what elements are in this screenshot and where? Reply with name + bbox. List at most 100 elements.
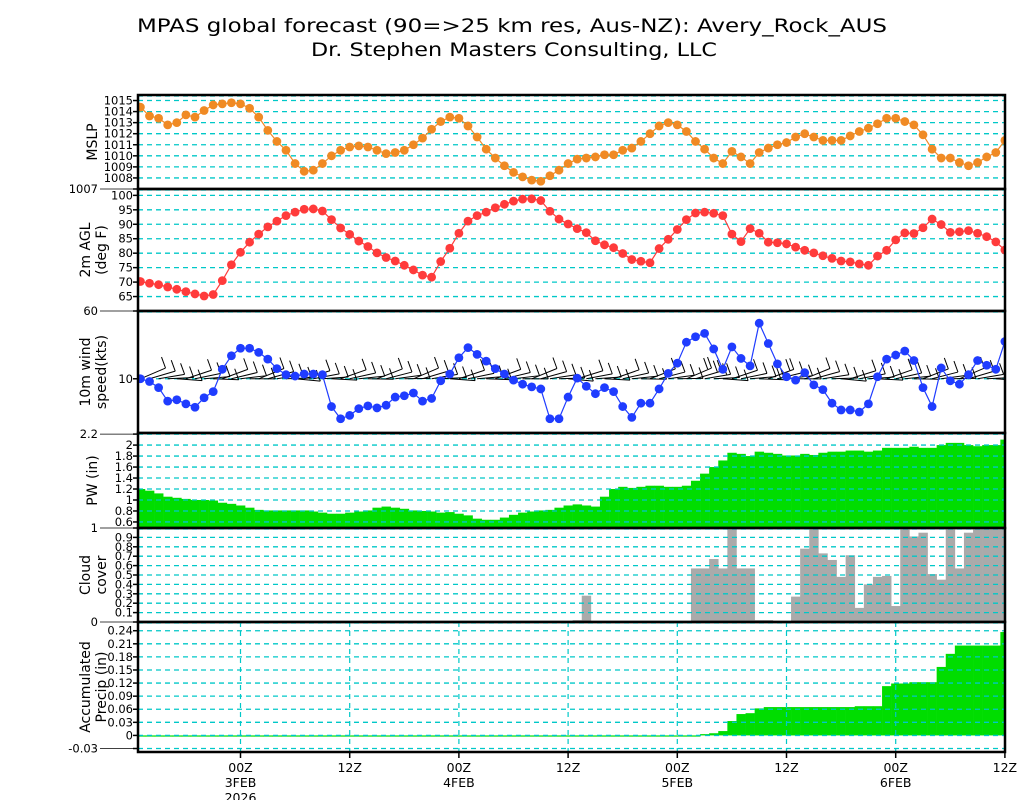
- wind-point: [745, 361, 755, 371]
- temperature-point: [245, 237, 255, 247]
- wind-barb: [768, 358, 795, 380]
- cloud-cover-bar: [882, 575, 892, 622]
- wind-barb-feather: [161, 356, 166, 369]
- mslp-point: [427, 124, 436, 134]
- wind-barb-staff: [340, 369, 367, 380]
- wind-barb-feather: [926, 364, 932, 377]
- precipitable-water-bar: [636, 486, 646, 528]
- mslp-point: [199, 106, 209, 115]
- temperature-point: [217, 276, 227, 286]
- temperature-point: [145, 278, 154, 288]
- wind-barb-feather: [762, 362, 768, 374]
- wind-plot-area: [138, 311, 1005, 424]
- precipitable-water-bar: [245, 507, 255, 528]
- wind-barb-feather: [380, 364, 386, 377]
- temperature-point: [627, 255, 637, 264]
- wind-barb: [995, 378, 1005, 380]
- wind-barb: [340, 358, 367, 380]
- wind-point: [254, 347, 264, 357]
- x-tick-label: 6FEB: [880, 775, 912, 790]
- mslp-y-tick-label: 1009: [104, 160, 133, 174]
- wind-barb-feather: [289, 360, 295, 372]
- precipitable-water-bar: [263, 510, 273, 528]
- wind-barb-staff: [722, 378, 749, 382]
- wind-point: [427, 394, 436, 403]
- mslp-point: [272, 137, 282, 146]
- wind-barb: [722, 369, 749, 382]
- wind-point: [227, 351, 236, 361]
- wind-point: [263, 354, 273, 364]
- wind-barb: [977, 363, 1005, 380]
- wind-barb: [222, 358, 249, 380]
- precipitable-water-bar: [208, 500, 219, 528]
- wind-point: [672, 358, 682, 368]
- wind-barb-feather: [880, 362, 886, 375]
- mslp-point: [318, 159, 327, 168]
- wind-y-tick-label: 10: [118, 372, 133, 386]
- wind-barb-feather: [462, 366, 468, 378]
- wind-barb-staff: [295, 378, 321, 382]
- temperature-point: [445, 243, 455, 253]
- mslp-point: [481, 144, 491, 154]
- temperature-point: [836, 256, 846, 266]
- accumulated-precip-axis-title: Precip (in): [94, 652, 110, 723]
- wind-barb-feather: [607, 362, 613, 375]
- accumulated-precip-bar: [563, 735, 573, 737]
- temperature-point: [591, 236, 600, 246]
- precipitable-water-bar: [481, 519, 492, 528]
- accumulated-precip-bar: [427, 735, 437, 737]
- wind-barb-feather: [917, 361, 923, 374]
- mslp-point: [945, 153, 955, 163]
- accumulated-precip-y-tick-label: 0.24: [107, 624, 133, 638]
- wind-barb-staff: [213, 378, 239, 381]
- x-tick-label: 00Z: [228, 760, 252, 775]
- cloud-cover-bar: [718, 568, 728, 622]
- mslp-point: [409, 140, 418, 150]
- temperature-point: [891, 235, 901, 245]
- wind-point: [864, 399, 873, 409]
- temperature-point: [581, 228, 591, 238]
- mslp-point: [299, 166, 309, 176]
- mslp-point: [472, 132, 482, 142]
- accumulated-precip-bar: [472, 735, 482, 737]
- mslp-point: [454, 113, 464, 123]
- wind-barb: [668, 364, 695, 380]
- mslp-point: [927, 144, 937, 154]
- accumulated-precip-bar: [481, 735, 492, 737]
- mslp-point: [609, 150, 618, 160]
- wind-barb-feather: [525, 361, 531, 373]
- mslp-point: [627, 143, 637, 153]
- mslp-y-tick-label: 1012: [104, 127, 133, 141]
- accumulated-precip-bar: [645, 735, 655, 737]
- wind-barb: [931, 360, 959, 380]
- accumulated-precip-bar: [1000, 632, 1005, 736]
- precipitable-water-bar: [518, 512, 528, 528]
- temperature-point: [427, 272, 436, 282]
- precipitable-water-bar: [326, 513, 337, 528]
- precipitable-water-bar: [809, 454, 819, 528]
- precipitable-water-bar: [781, 455, 792, 528]
- temperature-point: [618, 249, 628, 258]
- mslp-point: [618, 145, 628, 155]
- temperature-y-tick-label: 80: [118, 246, 133, 260]
- accumulated-precip-bar: [518, 735, 528, 737]
- mslp-point: [718, 159, 728, 168]
- wind-point: [609, 387, 618, 397]
- wind-barb: [549, 363, 577, 380]
- wind-barb: [604, 369, 631, 381]
- cloud-cover-bar: [918, 532, 928, 622]
- cloud-cover-panel: 0 0.10.20.30.40.50.60.70.80.9 1 Cloud cover: [78, 521, 1007, 629]
- x-tick-label: 12Z: [337, 760, 361, 775]
- wind-point: [308, 369, 318, 379]
- cloud-cover-bar: [936, 579, 947, 622]
- temperature-point: [900, 228, 910, 238]
- mslp-point: [745, 159, 755, 168]
- cloud-cover-bar: [954, 568, 965, 622]
- wind-barb: [349, 361, 377, 380]
- cloud-cover-y-tick-label: 0.9: [115, 530, 133, 544]
- wind-point: [572, 373, 582, 383]
- wind-barb-staff: [194, 372, 222, 380]
- wind-barb-staff: [149, 370, 176, 380]
- accumulated-precip-bar: [527, 735, 537, 737]
